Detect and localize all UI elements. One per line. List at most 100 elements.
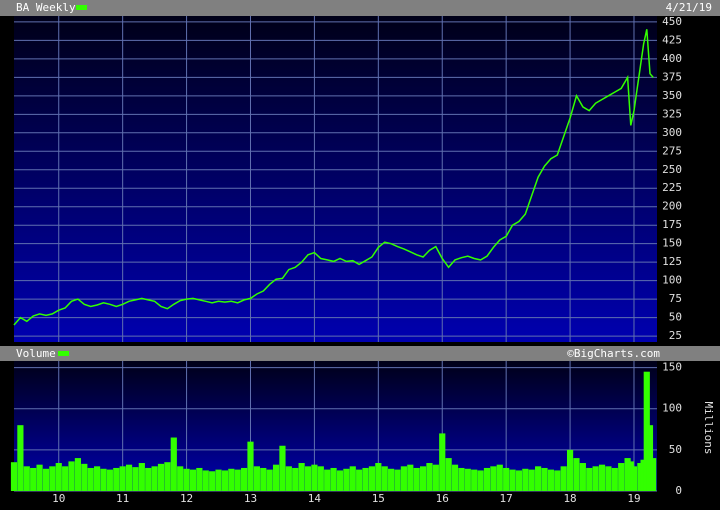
- volume-bar: [81, 463, 88, 491]
- volume-bar: [458, 467, 465, 491]
- volume-bar: [298, 463, 305, 491]
- volume-bar: [605, 466, 612, 491]
- x-tick-label: 12: [180, 492, 193, 505]
- volume-bar: [151, 466, 158, 491]
- volume-bar: [439, 433, 446, 491]
- volume-bar: [285, 466, 292, 491]
- y-tick-label: 350: [662, 89, 682, 102]
- volume-bar: [170, 437, 177, 491]
- y-tick-label: 450: [662, 15, 682, 28]
- volume-bar: [426, 463, 433, 491]
- volume-bar: [445, 458, 452, 491]
- volume-bar: [234, 469, 241, 491]
- volume-bar: [311, 464, 318, 491]
- volume-bar: [381, 466, 388, 491]
- volume-bar: [368, 466, 376, 491]
- volume-bar: [241, 467, 248, 491]
- volume-bar: [94, 466, 101, 491]
- volume-bar: [535, 466, 542, 491]
- volume-bar: [279, 445, 286, 491]
- x-tick-label: 15: [372, 492, 385, 505]
- volume-bar: [138, 463, 145, 491]
- volume-bar: [432, 464, 439, 491]
- volume-bar: [650, 458, 657, 491]
- y-tick-label: 175: [662, 218, 682, 231]
- volume-bar: [125, 464, 133, 491]
- volume-bar: [260, 467, 267, 491]
- volume-bar: [304, 466, 312, 491]
- y-tick-label: 100: [662, 402, 682, 415]
- volume-bar: [49, 466, 56, 491]
- y-tick-label: 300: [662, 126, 682, 139]
- volume-bar: [413, 467, 420, 491]
- volume-bar: [554, 470, 561, 491]
- volume-bar: [349, 466, 356, 491]
- volume-bar: [324, 469, 331, 491]
- x-tick-label: 17: [500, 492, 513, 505]
- volume-bar: [483, 467, 491, 491]
- volume-bar: [10, 462, 18, 491]
- volume-bar: [36, 464, 43, 491]
- volume-bar: [375, 463, 382, 491]
- volume-bar: [464, 468, 471, 491]
- volume-bar: [503, 467, 510, 491]
- volume-bar: [177, 466, 184, 491]
- volume-bar: [119, 466, 126, 491]
- volume-bar: [490, 466, 497, 491]
- volume-bar: [451, 464, 459, 491]
- price-line: [13, 29, 654, 326]
- volume-bar: [522, 468, 529, 491]
- volume-bar: [68, 461, 75, 491]
- volume-bar: [106, 469, 113, 491]
- volume-bar: [253, 466, 260, 491]
- y-tick-label: 0: [675, 484, 682, 497]
- price-title: BA Weekly: [16, 1, 76, 14]
- volume-bar: [62, 466, 69, 491]
- volume-bar: [630, 466, 638, 491]
- volume-bar: [419, 466, 427, 491]
- volume-bar: [400, 466, 407, 491]
- y-tick-label: 200: [662, 200, 682, 213]
- volume-bar: [221, 470, 229, 491]
- y-tick-label: 250: [662, 163, 682, 176]
- volume-bar: [272, 464, 280, 491]
- volume-bar: [55, 463, 62, 491]
- x-tick-label: 19: [627, 492, 640, 505]
- y-tick-label: 150: [662, 237, 682, 250]
- volume-title: Volume: [16, 347, 56, 360]
- y-tick-label: 325: [662, 107, 682, 120]
- volume-bar: [573, 458, 580, 491]
- volume-bar: [215, 469, 222, 491]
- volume-bar: [30, 467, 37, 491]
- y-tick-label: 225: [662, 181, 682, 194]
- volume-bar: [42, 468, 50, 491]
- volume-bar: [157, 463, 165, 491]
- volume-bar: [624, 458, 631, 491]
- y-tick-label: 125: [662, 255, 682, 268]
- volume-bar: [598, 464, 606, 491]
- volume-bar: [388, 468, 395, 491]
- volume-bar: [23, 466, 30, 491]
- volume-bar: [189, 469, 197, 491]
- date-label: 4/21/19: [666, 1, 712, 14]
- y-tick-label: 425: [662, 33, 682, 46]
- legend-swatch: [58, 351, 69, 356]
- volume-bar: [209, 471, 216, 491]
- volume-bar: [496, 464, 503, 491]
- legend-swatch: [76, 5, 87, 10]
- y-axis-label: Millions: [702, 402, 715, 455]
- x-tick-label: 16: [436, 492, 449, 505]
- volume-bar: [471, 469, 478, 491]
- y-tick-label: 100: [662, 274, 682, 287]
- volume-bar: [586, 467, 593, 491]
- source-label: ©BigCharts.com: [567, 347, 660, 360]
- volume-bar: [560, 466, 567, 491]
- volume-bar: [547, 469, 554, 491]
- volume-bar: [132, 467, 139, 491]
- volume-bar: [611, 467, 618, 491]
- x-tick-label: 14: [308, 492, 322, 505]
- volume-bar: [87, 467, 94, 491]
- volume-bar: [515, 470, 523, 491]
- volume-bar: [407, 464, 414, 491]
